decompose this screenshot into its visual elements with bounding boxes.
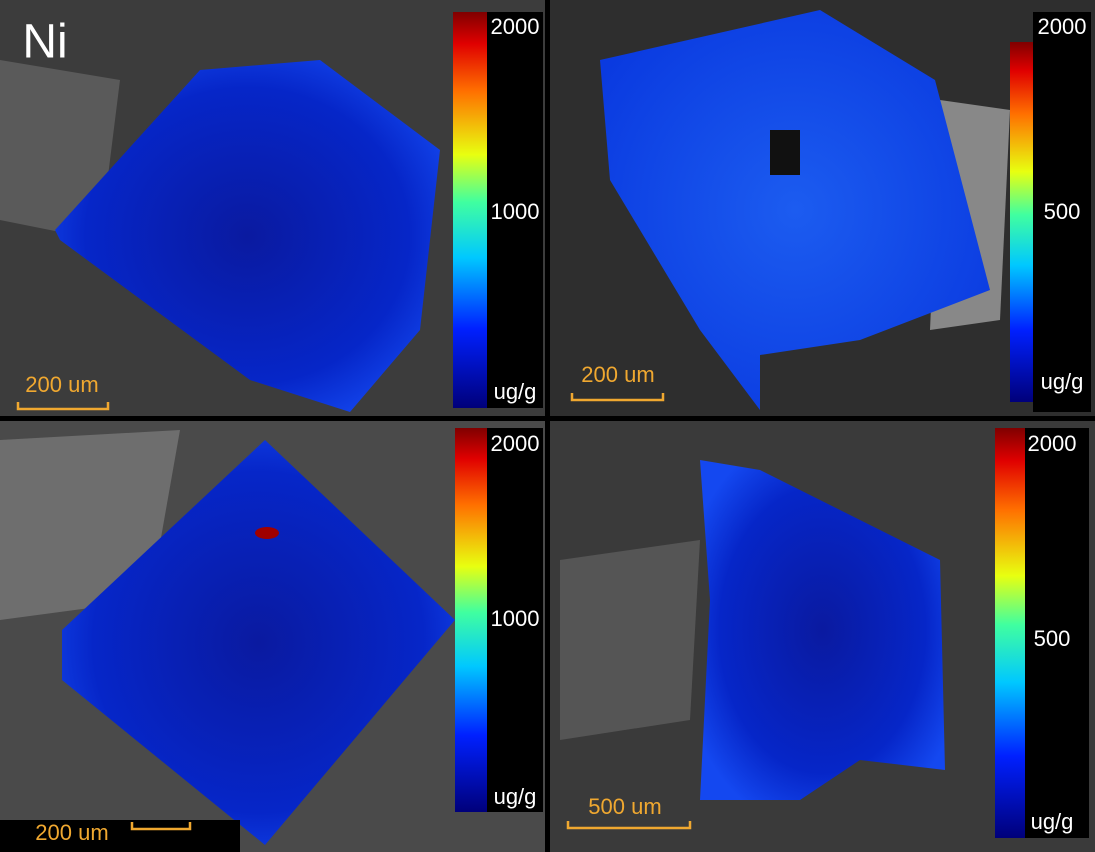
texture xyxy=(560,540,700,740)
colorbar-middle: 500 xyxy=(1044,199,1081,224)
colorbar-middle: 500 xyxy=(1034,626,1071,651)
colorbar-top: 2000 xyxy=(1028,431,1077,456)
colorbar-unit: ug/g xyxy=(494,379,537,404)
colorbar-middle: 1000 xyxy=(491,199,540,224)
colorbar-unit: ug/g xyxy=(494,784,537,809)
colorbar-top: 2000 xyxy=(491,431,540,456)
colorbar-top: 2000 xyxy=(1038,14,1087,39)
scale-bar-label: 200 um xyxy=(25,372,98,397)
colorbar-unit: ug/g xyxy=(1041,369,1084,394)
colorbar xyxy=(1010,42,1033,402)
figure: Ni 2000 1000 ug/g 2000 500 ug/g 2000 100… xyxy=(0,0,1095,852)
colorbar xyxy=(995,428,1025,838)
element-label: Ni xyxy=(22,16,67,69)
colorbar-top: 2000 xyxy=(491,14,540,39)
colorbar-middle: 1000 xyxy=(491,606,540,631)
scale-bar-label: 200 um xyxy=(35,820,108,845)
hole xyxy=(770,130,800,175)
colorbar xyxy=(455,428,487,812)
colorbar xyxy=(453,12,487,408)
colorbar-unit: ug/g xyxy=(1031,809,1074,834)
scale-bar-label: 200 um xyxy=(581,362,654,387)
scale-bar-label: 500 um xyxy=(588,794,661,819)
hotspot xyxy=(255,527,279,539)
